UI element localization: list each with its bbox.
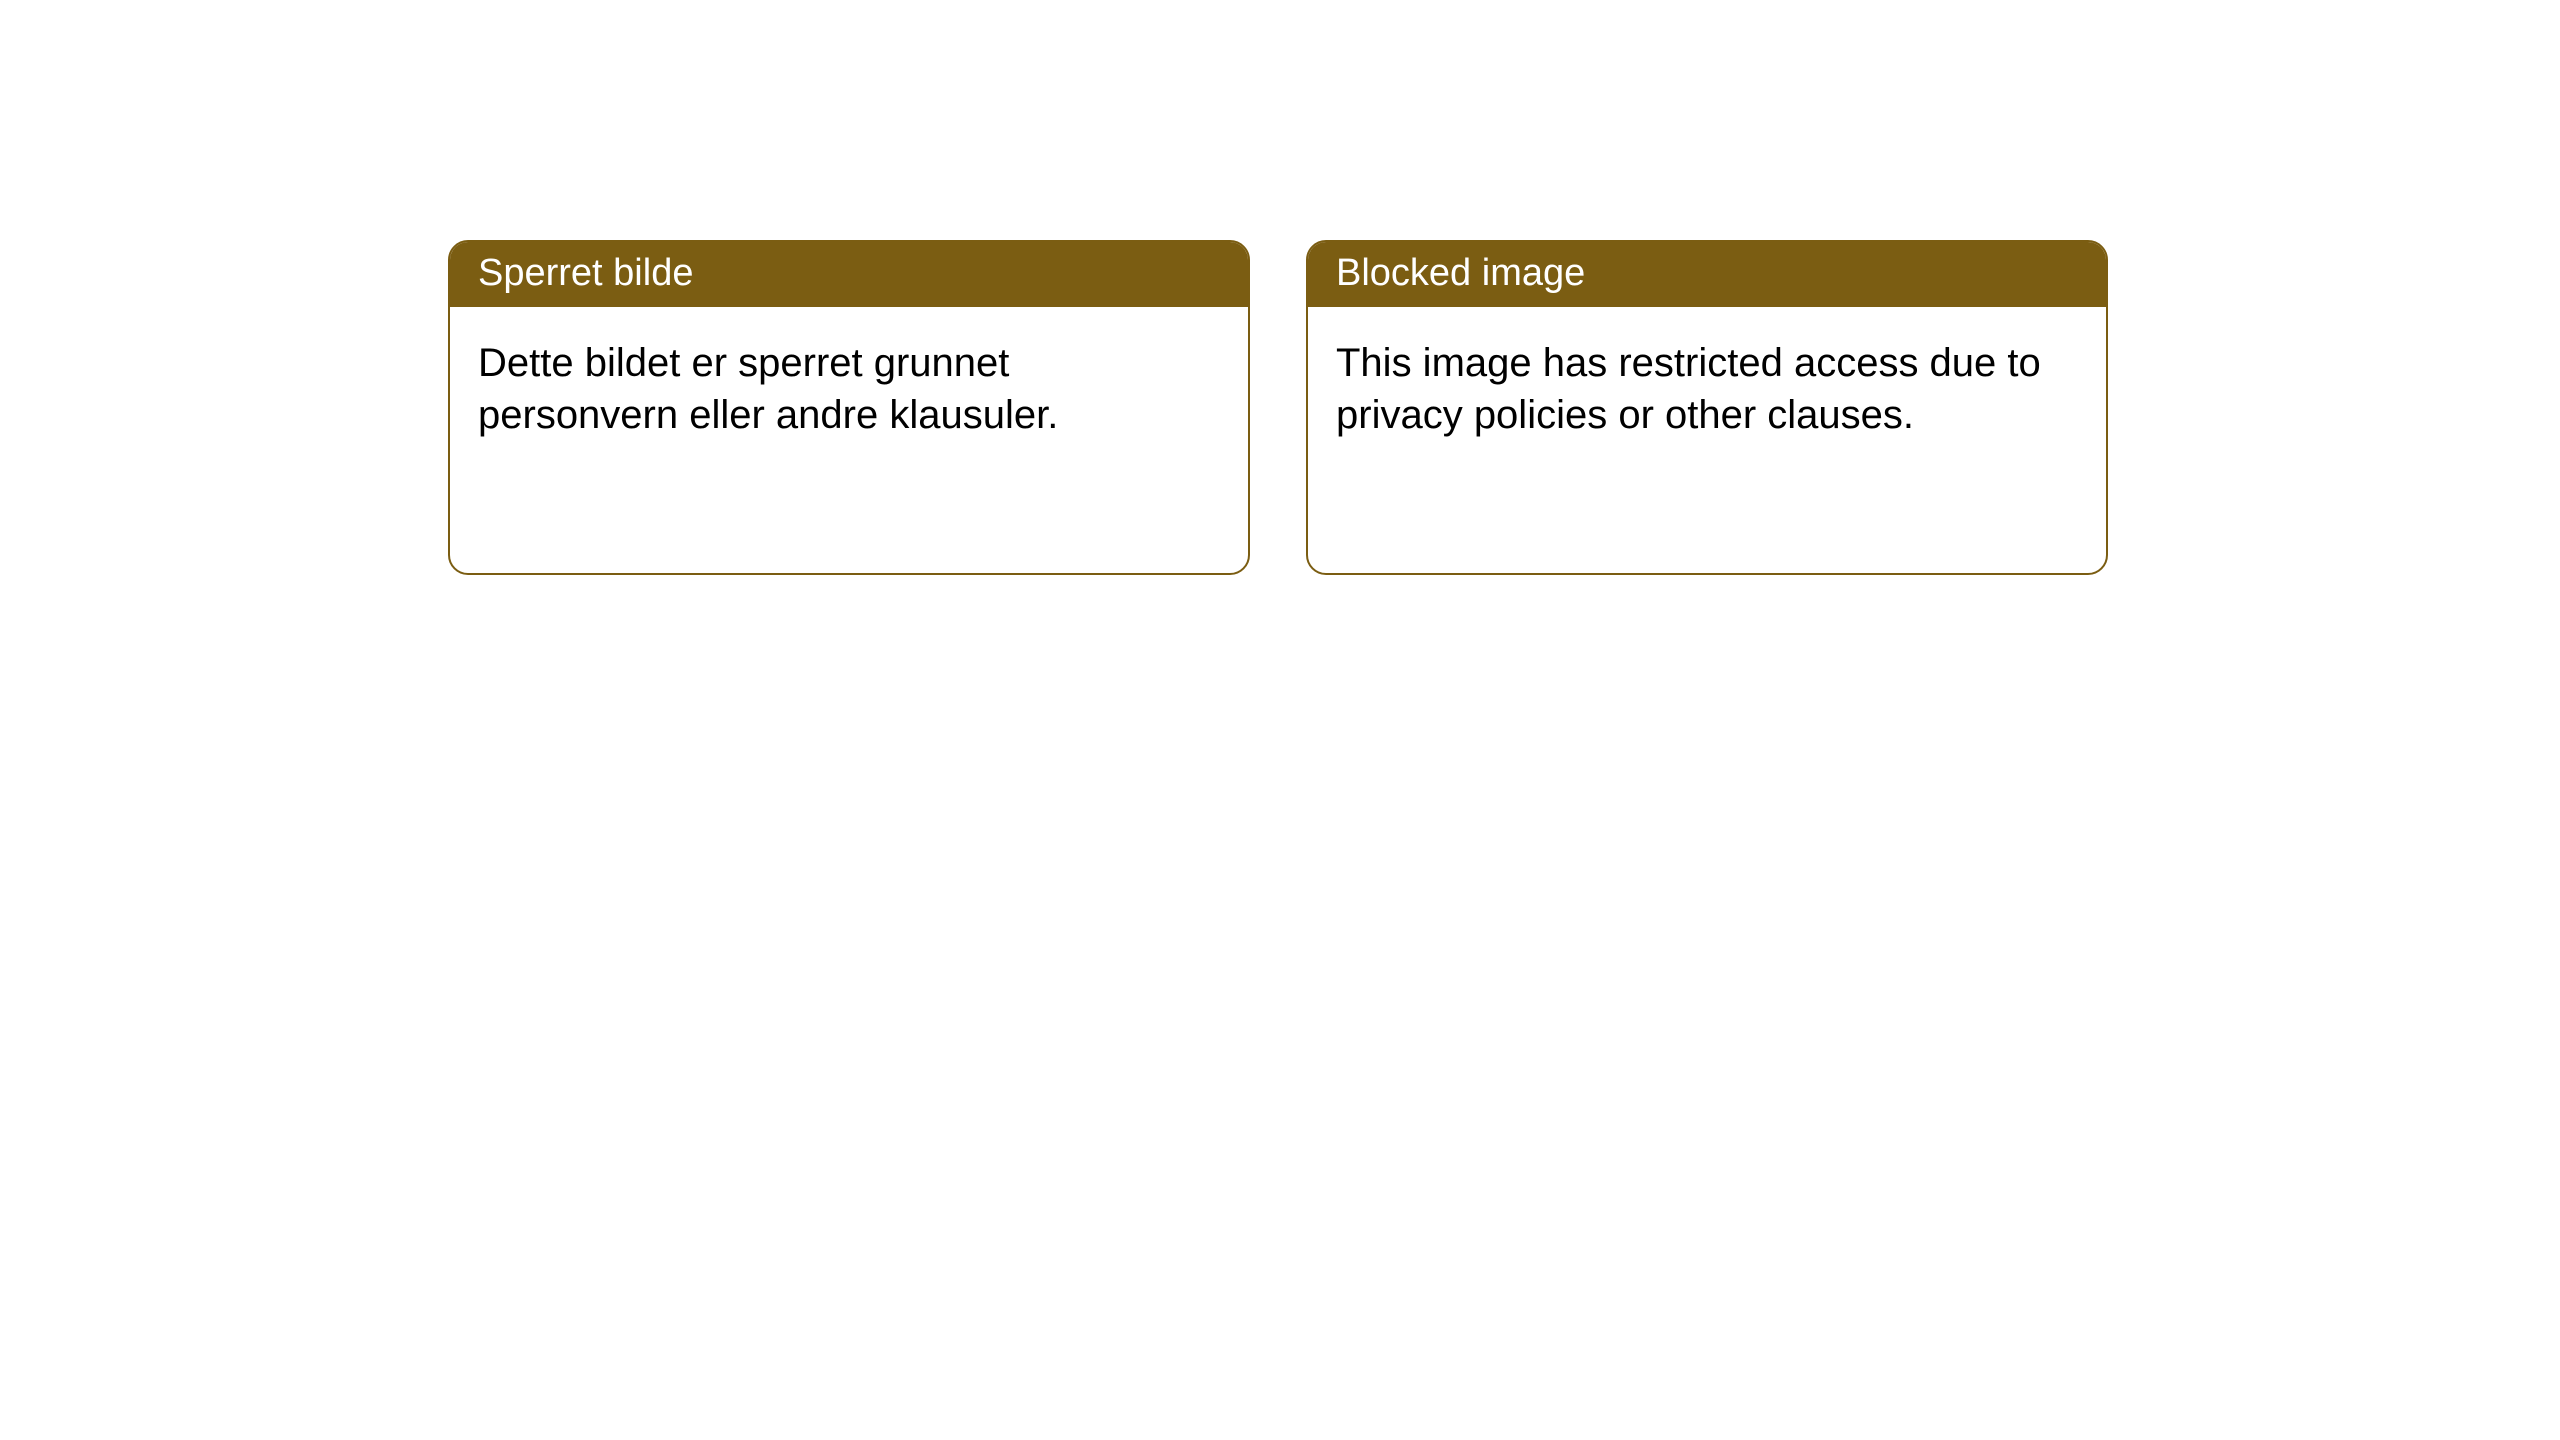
notice-header: Sperret bilde bbox=[450, 242, 1248, 307]
notice-body: This image has restricted access due to … bbox=[1308, 307, 2106, 471]
notice-body: Dette bildet er sperret grunnet personve… bbox=[450, 307, 1248, 471]
notice-card-english: Blocked image This image has restricted … bbox=[1306, 240, 2108, 575]
notice-header: Blocked image bbox=[1308, 242, 2106, 307]
notices-container: Sperret bilde Dette bildet er sperret gr… bbox=[448, 240, 2108, 575]
notice-card-norwegian: Sperret bilde Dette bildet er sperret gr… bbox=[448, 240, 1250, 575]
